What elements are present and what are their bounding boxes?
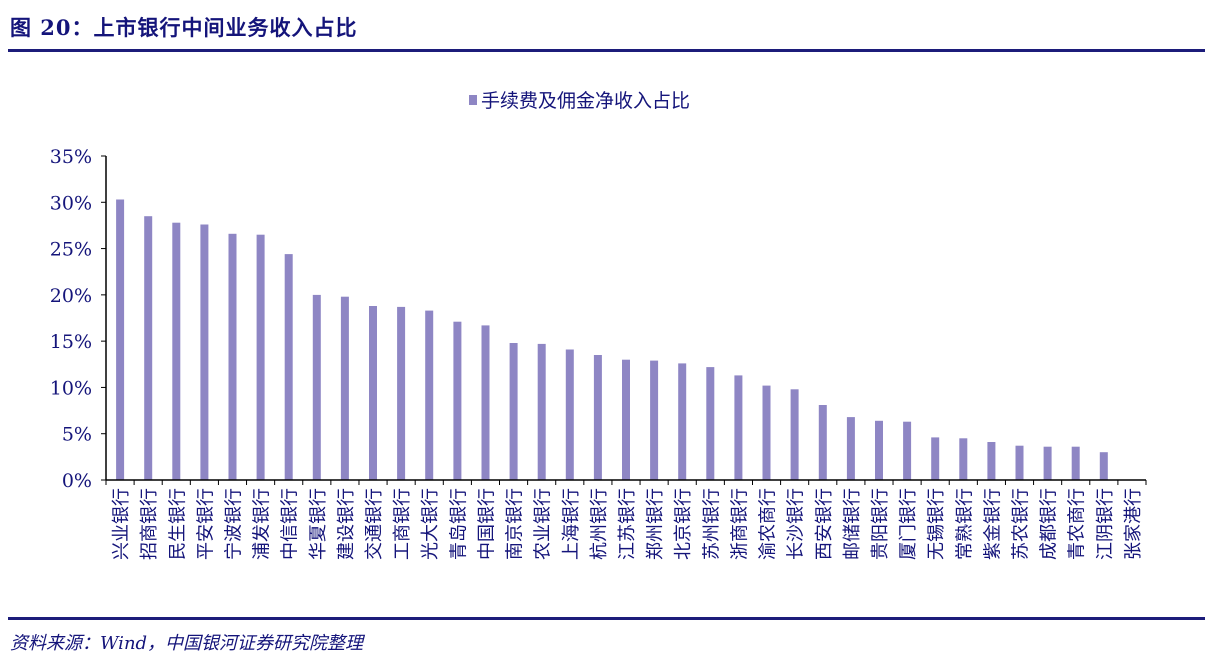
x-category-label: 宁波银行 <box>224 488 245 560</box>
x-category-label: 建设银行 <box>336 488 357 560</box>
x-category-label: 民生银行 <box>167 488 188 560</box>
bar-苏州银行 <box>706 367 715 480</box>
x-category-label: 江苏银行 <box>617 488 638 560</box>
bar-浦发银行 <box>256 234 265 480</box>
bar-建设银行 <box>340 296 349 480</box>
bars-group <box>116 199 1108 480</box>
bar-招商银行 <box>144 216 153 480</box>
bar-宁波银行 <box>228 233 237 480</box>
bar-华夏银行 <box>312 294 321 480</box>
y-tick-label: 25% <box>50 239 92 261</box>
x-category-label: 苏农银行 <box>1011 488 1032 560</box>
x-category-label: 工商银行 <box>392 488 413 560</box>
y-tick-label: 10% <box>50 377 92 399</box>
axes-group <box>105 156 1147 485</box>
bar-中国银行 <box>481 325 490 480</box>
bar-中信银行 <box>284 254 293 480</box>
bar-光大银行 <box>425 310 434 480</box>
bar-南京银行 <box>509 343 518 480</box>
y-tick-label: 0% <box>62 470 92 492</box>
y-tick-label: 5% <box>62 424 92 446</box>
bar-无锡银行 <box>931 437 940 480</box>
x-category-label: 招商银行 <box>139 488 160 560</box>
x-category-label: 南京银行 <box>505 488 526 560</box>
x-category-label: 农业银行 <box>533 488 554 560</box>
footer-rule <box>8 617 1205 620</box>
x-category-label: 西安银行 <box>814 488 835 560</box>
bar-民生银行 <box>172 222 181 480</box>
x-category-label: 中国银行 <box>477 488 498 560</box>
x-category-label: 杭州银行 <box>589 488 610 560</box>
legend-swatch <box>469 95 477 105</box>
bar-西安银行 <box>818 405 827 480</box>
x-category-label: 常熟银行 <box>954 488 975 560</box>
x-category-label: 成都银行 <box>1039 488 1060 560</box>
x-category-label: 浙商银行 <box>729 488 750 560</box>
x-category-label: 张家港行 <box>1123 488 1144 560</box>
legend-label: 手续费及佣金净收入占比 <box>481 90 690 112</box>
x-category-label: 紫金银行 <box>982 488 1003 560</box>
bar-交通银行 <box>369 306 377 480</box>
y-tick-label: 30% <box>50 192 92 214</box>
x-category-label: 青岛银行 <box>448 488 469 560</box>
x-category-label: 中信银行 <box>280 488 301 560</box>
x-category-label: 邮储银行 <box>842 488 863 560</box>
bar-成都银行 <box>1043 446 1052 480</box>
bar-浙商银行 <box>734 375 743 480</box>
bar-邮储银行 <box>846 417 855 480</box>
legend: 手续费及佣金净收入占比 <box>469 90 690 112</box>
x-category-label: 无锡银行 <box>926 488 947 560</box>
y-tick-label: 15% <box>50 331 92 353</box>
x-category-label: 华夏银行 <box>308 488 329 560</box>
y-tick-labels: 0% 5% 10% 15% 20% 25% 30% 35% <box>50 146 106 492</box>
bar-江阴银行 <box>1099 452 1108 480</box>
x-category-labels: 兴业银行 招商银行 民生银行 平安银行 宁波银行 浦发银行 中信银行 华夏银行 建设银行 交通银行… <box>111 488 1144 560</box>
bar-苏农银行 <box>1015 445 1024 480</box>
bar-杭州银行 <box>593 355 602 480</box>
title-rule <box>8 49 1205 52</box>
x-category-label: 江阴银行 <box>1095 488 1116 560</box>
x-category-label: 青农商行 <box>1067 488 1088 560</box>
bar-渝农商行 <box>762 385 771 480</box>
x-category-label: 渝农商行 <box>758 488 779 560</box>
x-category-label: 兴业银行 <box>111 488 132 560</box>
x-category-label: 上海银行 <box>561 488 582 560</box>
bar-北京银行 <box>678 363 687 480</box>
bar-上海银行 <box>565 349 574 480</box>
y-tick-label: 20% <box>50 285 92 307</box>
bar-贵阳银行 <box>875 420 883 480</box>
x-category-label: 苏州银行 <box>701 488 722 560</box>
bar-兴业银行 <box>116 199 125 480</box>
x-category-label: 厦门银行 <box>898 488 919 560</box>
x-category-label: 贵阳银行 <box>870 488 891 560</box>
x-category-label: 浦发银行 <box>252 488 273 560</box>
x-category-label: 交通银行 <box>364 488 385 560</box>
x-category-label: 长沙银行 <box>786 488 807 560</box>
bar-紫金银行 <box>987 442 996 480</box>
x-category-label: 北京银行 <box>673 488 694 560</box>
bar-长沙银行 <box>790 389 799 480</box>
x-category-label: 郑州银行 <box>645 488 666 560</box>
bar-青岛银行 <box>453 321 462 480</box>
bar-农业银行 <box>537 343 546 480</box>
bar-江苏银行 <box>622 359 630 480</box>
bar-厦门银行 <box>903 421 912 480</box>
bar-工商银行 <box>397 306 406 480</box>
y-tick-label: 35% <box>50 146 92 168</box>
bar-平安银行 <box>200 224 209 480</box>
bar-常熟银行 <box>959 438 968 480</box>
bar-青农商行 <box>1071 446 1080 480</box>
figure-title: 图 20：上市银行中间业务收入占比 <box>10 15 358 40</box>
x-category-label: 平安银行 <box>195 488 216 560</box>
x-category-label: 光大银行 <box>420 488 441 560</box>
source-note: 资料来源：Wind，中国银河证券研究院整理 <box>10 633 364 654</box>
bar-郑州银行 <box>650 360 659 480</box>
